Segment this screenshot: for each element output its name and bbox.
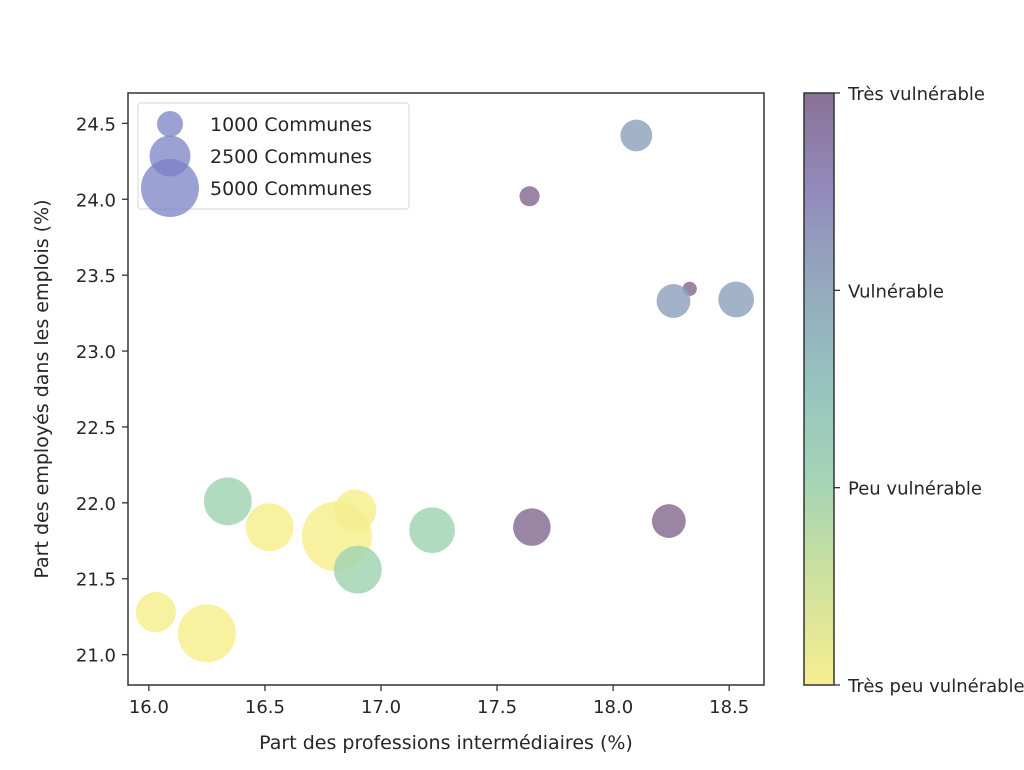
y-tick-label: 21.0 <box>76 646 116 667</box>
y-tick-label: 21.5 <box>76 570 116 591</box>
y-tick-label: 24.0 <box>76 190 116 211</box>
size-legend: 1000 Communes 2500 Communes 5000 Communes <box>137 102 410 217</box>
bubble-point <box>651 504 686 538</box>
x-axis-label: Part des professions intermédiaires (%) <box>259 732 633 754</box>
colorbar: Très peu vulnérable Peu vulnérable Vulnéra… <box>803 84 1024 697</box>
y-axis-label: Part des employés dans les emplois (%) <box>31 199 53 578</box>
legend-label: 2500 Communes <box>210 146 372 168</box>
colorbar-tick-label: Vulnérable <box>848 281 944 302</box>
colorbar-tick-label: Très peu vulnérable <box>847 676 1024 697</box>
bubble-point <box>203 477 252 526</box>
bubble-point <box>333 545 382 594</box>
bubble-point <box>656 284 691 318</box>
bubble-point <box>718 281 755 318</box>
bubble-point <box>177 604 236 663</box>
x-tick-label: 18.5 <box>709 697 749 718</box>
legend-marker <box>141 159 199 217</box>
bubble-point <box>519 186 540 207</box>
bubble-point <box>135 592 176 633</box>
legend-label: 1000 Communes <box>210 114 372 136</box>
colorbar-gradient <box>803 92 835 686</box>
plot-frame <box>127 92 765 686</box>
bubble-point <box>245 503 294 552</box>
y-tick-label: 23.5 <box>76 266 116 287</box>
y-tick-label: 22.0 <box>76 494 116 515</box>
bubble-point <box>513 508 551 546</box>
colorbar-tick-label: Très vulnérable <box>847 84 985 105</box>
y-axis: 21.0 21.5 22.0 22.5 23.0 23.5 24.0 24.5 <box>76 114 128 667</box>
bubble-point <box>334 489 377 532</box>
legend-label: 5000 Communes <box>210 178 372 200</box>
x-tick-label: 18.0 <box>593 697 633 718</box>
x-tick-label: 17.0 <box>361 697 401 718</box>
x-tick-label: 17.5 <box>477 697 517 718</box>
colorbar-tick-label: Peu vulnérable <box>848 479 982 500</box>
x-axis: 16.0 16.5 17.0 17.5 18.0 18.5 <box>129 685 749 718</box>
bubble-point <box>409 507 455 553</box>
y-tick-label: 22.5 <box>76 418 116 439</box>
bubble-point <box>620 119 653 152</box>
y-tick-label: 24.5 <box>76 114 116 135</box>
legend-marker <box>157 111 183 137</box>
points-layer <box>135 119 755 663</box>
x-tick-label: 16.5 <box>245 697 285 718</box>
y-tick-label: 23.0 <box>76 342 116 363</box>
x-tick-label: 16.0 <box>129 697 169 718</box>
legend-frame <box>137 102 410 210</box>
